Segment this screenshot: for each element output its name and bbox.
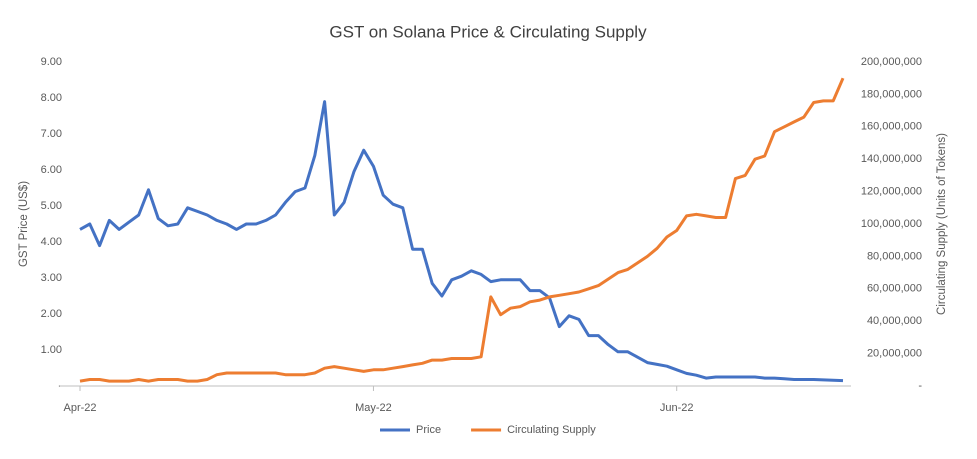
y-tick-label: 2.00 [41, 308, 62, 320]
y-tick-label: 8.00 [41, 92, 62, 104]
y2-tick-label: - [918, 380, 922, 392]
chart-title: GST on Solana Price & Circulating Supply [329, 22, 647, 41]
y-tick-label: 1.00 [41, 344, 62, 356]
x-tick-label: Jun-22 [660, 402, 694, 414]
y-tick-label: 9.00 [41, 56, 62, 68]
y-tick-label: 5.00 [41, 200, 62, 212]
y2-tick-label: 120,000,000 [861, 186, 922, 198]
y-tick-label: 3.00 [41, 272, 62, 284]
y2-tick-label: 160,000,000 [861, 121, 922, 133]
series-line [79, 100, 844, 383]
y-tick-label: 6.00 [41, 164, 62, 176]
legend-label: Price [416, 424, 441, 436]
y2-tick-label: 20,000,000 [867, 348, 922, 360]
legend-label: Circulating Supply [507, 424, 596, 436]
y2-tick-label: 60,000,000 [867, 283, 922, 295]
x-tick-label: May-22 [355, 402, 392, 414]
y-tick-label: 7.00 [41, 128, 62, 140]
series-line [79, 77, 845, 383]
y2-axis-title: Circulating Supply (Units of Tokens) [936, 133, 948, 315]
y-axis-title: GST Price (US$) [18, 181, 30, 267]
y2-tick-label: 100,000,000 [861, 218, 922, 230]
y2-tick-label: 140,000,000 [861, 153, 922, 165]
y2-tick-label: 200,000,000 [861, 56, 922, 68]
x-tick-label: Apr-22 [63, 402, 96, 414]
y2-tick-label: 80,000,000 [867, 250, 922, 262]
y2-tick-label: 40,000,000 [867, 315, 922, 327]
y2-tick-label: 180,000,000 [861, 88, 922, 100]
y-tick-label: 4.00 [41, 236, 62, 248]
